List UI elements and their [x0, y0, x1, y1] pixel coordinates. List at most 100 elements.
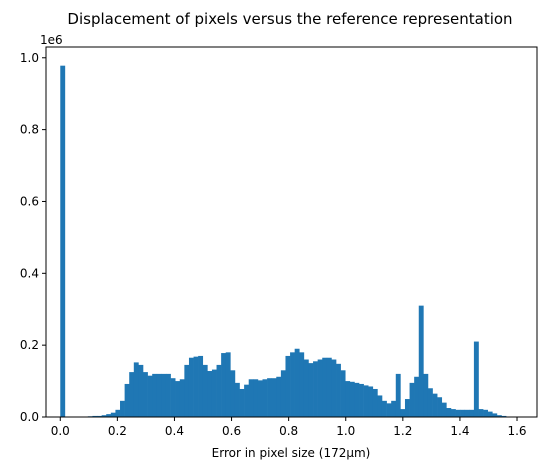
- histogram-bar: [469, 410, 474, 417]
- histogram-bar: [240, 389, 245, 417]
- histogram-bar: [194, 357, 199, 417]
- histogram-bar: [295, 349, 300, 417]
- histogram-bar: [171, 378, 176, 417]
- histogram-bar: [341, 370, 346, 417]
- histogram-bar: [60, 66, 65, 417]
- x-tick-label: 1.6: [507, 424, 526, 438]
- histogram-bar: [258, 380, 263, 417]
- histogram-bar: [166, 374, 171, 417]
- histogram-bar: [345, 381, 350, 417]
- histogram-bar: [364, 385, 369, 417]
- histogram-bar: [465, 410, 470, 417]
- histogram-bar: [382, 401, 387, 417]
- histogram-bar: [414, 377, 419, 417]
- histogram-bar: [331, 360, 336, 417]
- histogram-bar: [368, 386, 373, 417]
- histogram-bar: [373, 389, 378, 417]
- histogram-bar: [419, 306, 424, 417]
- histogram-bar: [152, 374, 157, 417]
- histogram-bar: [134, 362, 139, 417]
- histogram-bar: [437, 397, 442, 417]
- y-tick-label: 0.0: [20, 410, 39, 424]
- histogram-bar: [313, 361, 318, 417]
- histogram-bar: [474, 342, 479, 417]
- histogram-bar: [377, 395, 382, 417]
- x-tick-label: 1.4: [450, 424, 469, 438]
- y-tick-label: 1.0: [20, 51, 39, 65]
- y-tick-label: 0.4: [20, 266, 39, 280]
- histogram-bar: [492, 413, 497, 417]
- histogram-bar: [350, 382, 355, 417]
- histogram-bar: [115, 410, 120, 417]
- histogram-bar: [396, 374, 401, 417]
- y-tick-label: 0.8: [20, 123, 39, 137]
- x-tick-label: 0.4: [165, 424, 184, 438]
- histogram-bar: [189, 358, 194, 417]
- histogram-bar: [148, 376, 153, 417]
- histogram-bar: [308, 363, 313, 417]
- histogram-bar: [125, 384, 130, 417]
- histogram-bar: [267, 378, 272, 417]
- x-tick-label: 0.0: [51, 424, 70, 438]
- histogram-bar: [285, 356, 290, 417]
- histogram-bar: [235, 383, 240, 417]
- histogram-bar: [272, 378, 277, 417]
- histogram-bar: [161, 374, 166, 417]
- y-axis-offset-label: 1e6: [40, 33, 63, 47]
- histogram-bar: [263, 379, 268, 417]
- histogram-bar: [184, 365, 189, 417]
- histogram-bar: [230, 370, 235, 417]
- histogram-bar: [354, 383, 359, 417]
- histogram-bar: [483, 410, 488, 417]
- histogram-bar: [446, 408, 451, 417]
- histogram-bar: [299, 352, 304, 417]
- histogram-bar: [456, 410, 461, 417]
- x-axis-label: Error in pixel size (172µm): [212, 446, 371, 460]
- histogram-bar: [479, 409, 484, 417]
- histogram-bar: [304, 360, 309, 417]
- histogram-bar: [212, 370, 217, 417]
- histogram-bar: [217, 365, 222, 417]
- histogram-bar: [175, 381, 180, 417]
- histogram-bar: [322, 358, 327, 417]
- histogram-bar: [221, 353, 226, 417]
- x-tick-label: 1.2: [393, 424, 412, 438]
- histogram-bar: [129, 372, 134, 417]
- histogram-bar: [203, 365, 208, 417]
- histogram-bar: [488, 412, 493, 417]
- histogram-bar: [359, 384, 364, 417]
- histogram-bar: [327, 358, 332, 417]
- histogram-bar: [451, 409, 456, 417]
- histogram-bar: [460, 410, 465, 417]
- histogram-bar: [253, 379, 258, 417]
- histogram-bar: [138, 365, 143, 417]
- histogram-bar: [410, 383, 415, 417]
- histogram-bar: [400, 409, 405, 417]
- x-tick-label: 0.8: [279, 424, 298, 438]
- histogram-bar: [249, 379, 254, 417]
- histogram-bar: [442, 403, 447, 417]
- histogram-bar: [198, 356, 203, 417]
- histogram-bar: [120, 401, 125, 417]
- histogram-bar: [391, 401, 396, 417]
- histogram-bar: [405, 399, 410, 417]
- histogram-bar: [207, 371, 212, 417]
- histogram-bar: [318, 360, 323, 417]
- histogram-bar: [423, 374, 428, 417]
- histogram-bar: [226, 352, 231, 417]
- x-tick-label: 0.2: [108, 424, 127, 438]
- y-tick-label: 0.2: [20, 338, 39, 352]
- histogram-bar: [281, 370, 286, 417]
- histogram-bar: [111, 413, 116, 417]
- histogram-bar: [143, 372, 148, 417]
- histogram-bar: [157, 374, 162, 417]
- histogram-bar: [276, 377, 281, 417]
- histogram-bar: [433, 394, 438, 417]
- histogram-bar: [336, 364, 341, 417]
- histogram-bar: [428, 388, 433, 417]
- x-tick-label: 1.0: [336, 424, 355, 438]
- histogram-bar: [180, 379, 185, 417]
- y-tick-label: 0.6: [20, 194, 39, 208]
